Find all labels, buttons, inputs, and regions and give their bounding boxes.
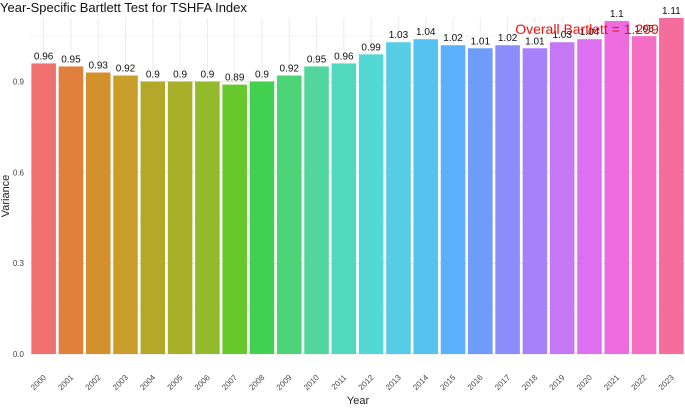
x-tick-label-2010: 2010: [302, 373, 321, 392]
value-label-2006: 0.9: [200, 70, 214, 81]
bar-2011: [331, 63, 357, 355]
y-tick-labels: 0.0 0.3 0.6 0.9: [13, 78, 25, 359]
bar-2007: [222, 84, 247, 354]
x-tick-label-2000: 2000: [29, 373, 48, 392]
x-tick-label-2022: 2022: [630, 373, 649, 392]
bar-2022: [631, 36, 657, 354]
x-tick-label-2017: 2017: [493, 373, 512, 392]
value-labels: 0.96 0.95 0.93 0.92 0.9 0.9 0.9 0.89 0.9 0.92 0.95…: [34, 6, 681, 84]
chart-title: Year-Specific Bartlett Test for TSHFA In…: [0, 0, 247, 15]
x-tick-label-2014: 2014: [411, 373, 430, 392]
x-tick-label-2007: 2007: [220, 373, 239, 392]
bar-2009: [276, 75, 302, 354]
x-tick-label-2006: 2006: [193, 373, 212, 392]
value-label-2019: 1.03: [552, 30, 572, 41]
value-label-2014: 1.04: [416, 27, 436, 38]
value-label-2009: 0.92: [280, 64, 300, 75]
value-label-2016: 1.01: [471, 36, 491, 47]
x-tick-label-2019: 2019: [548, 373, 567, 392]
bar-2001: [58, 66, 84, 354]
bar-2019: [549, 42, 575, 354]
x-tick-label-2004: 2004: [138, 373, 157, 392]
value-label-2015: 1.02: [443, 33, 463, 44]
value-label-2010: 0.95: [307, 54, 327, 65]
bars: [31, 18, 684, 355]
value-label-2011: 0.96: [334, 51, 354, 62]
x-tick-label-2012: 2012: [357, 373, 376, 392]
y-tick-label: 0.9: [13, 78, 25, 87]
x-tick-label-2013: 2013: [384, 373, 403, 392]
bar-2023: [659, 18, 684, 354]
bar-2003: [113, 75, 138, 354]
x-tick-label-2002: 2002: [84, 373, 103, 392]
bar-2015: [440, 45, 466, 354]
value-label-2004: 0.9: [146, 70, 160, 81]
x-tick-label-2001: 2001: [56, 373, 75, 392]
bar-2000: [31, 63, 56, 355]
y-tick-label: 0.3: [13, 259, 25, 268]
x-tick-labels: 2000 2001 2002 2003 2004 2005 2006 2007 2008 2009…: [29, 373, 676, 392]
x-tick-label-2003: 2003: [111, 373, 130, 392]
bar-2005: [167, 81, 193, 354]
bar-2013: [386, 42, 411, 354]
bar-2020: [577, 39, 602, 355]
x-tick-label-2009: 2009: [275, 373, 294, 392]
value-label-2012: 0.99: [361, 42, 381, 53]
x-tick-label-2021: 2021: [602, 373, 621, 392]
x-tick-label-2018: 2018: [520, 373, 539, 392]
x-tick-label-2005: 2005: [166, 373, 185, 392]
bar-2002: [85, 72, 111, 355]
bar-2018: [522, 48, 548, 355]
value-label-2003: 0.92: [116, 64, 136, 75]
value-label-2022: 1.05: [634, 24, 654, 35]
x-tick-label-2015: 2015: [438, 373, 457, 392]
bar-2008: [249, 81, 275, 354]
x-tick-label-2016: 2016: [466, 373, 485, 392]
bar-2012: [358, 54, 384, 354]
y-tick-label: 0.0: [13, 350, 25, 359]
value-label-2001: 0.95: [61, 54, 81, 65]
value-label-2013: 1.03: [389, 30, 409, 41]
bar-2010: [304, 66, 329, 354]
bar-2016: [468, 48, 493, 355]
value-label-2000: 0.96: [34, 51, 54, 62]
value-label-2017: 1.02: [498, 33, 518, 44]
bar-2017: [495, 45, 520, 354]
bar-2021: [604, 21, 630, 354]
value-label-2005: 0.9: [173, 70, 187, 81]
overall-bartlett-annotation: Overall Bartlett = 1.299: [515, 21, 659, 37]
x-tick-label-2008: 2008: [247, 373, 266, 392]
bar-2004: [140, 81, 166, 354]
value-label-2018: 1.01: [525, 36, 545, 47]
value-label-2008: 0.9: [255, 70, 269, 81]
x-tick-label-2023: 2023: [657, 373, 676, 392]
value-label-2021: 1.1: [610, 9, 624, 20]
bar-2006: [195, 81, 220, 354]
value-label-2023: 1.11: [662, 6, 681, 17]
x-tick-label-2020: 2020: [575, 373, 594, 392]
value-label-2020: 1.04: [580, 27, 600, 38]
x-axis-label: Year: [347, 395, 370, 404]
x-tick-label-2011: 2011: [330, 373, 349, 392]
bar-2014: [413, 39, 439, 355]
y-axis-label: Variance: [0, 175, 12, 218]
y-tick-label: 0.6: [13, 168, 25, 177]
value-label-2002: 0.93: [88, 60, 108, 71]
value-label-2007: 0.89: [225, 73, 245, 84]
